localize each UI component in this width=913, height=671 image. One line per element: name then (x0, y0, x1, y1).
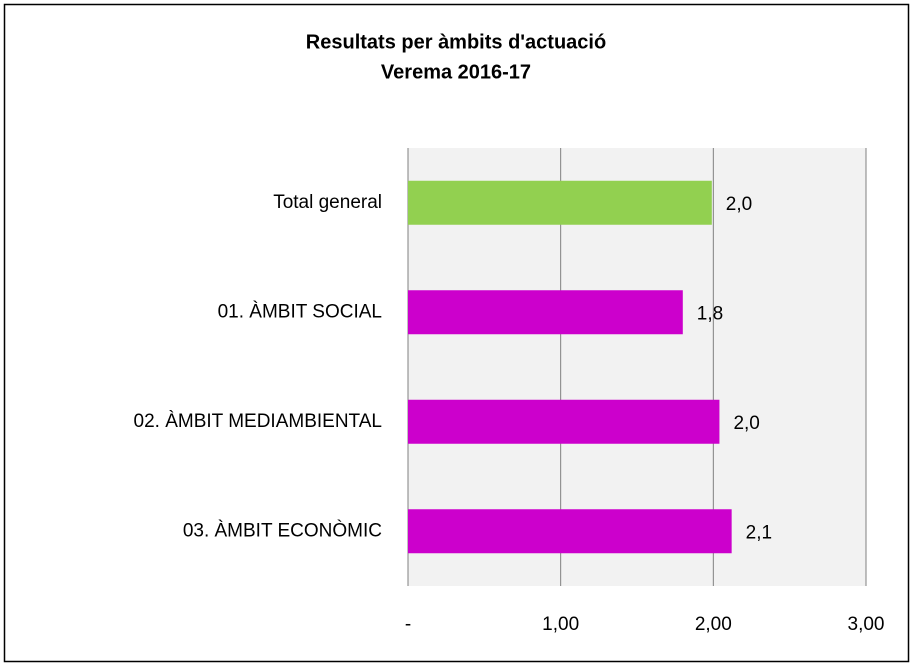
bar (408, 290, 683, 335)
y-tick-label: 01. ÀMBIT SOCIAL (218, 301, 382, 322)
bar (408, 180, 712, 225)
x-tick-label: 2,00 (695, 614, 732, 635)
x-tick-label: - (405, 614, 411, 635)
data-label: 2,0 (726, 194, 752, 215)
data-label: 1,8 (697, 303, 723, 324)
y-tick-label: Total general (273, 192, 382, 213)
y-tick-label: 02. ÀMBIT MEDIAMBIENTAL (134, 411, 382, 432)
data-label: 2,1 (746, 522, 772, 543)
data-label: 2,0 (733, 413, 759, 434)
bar (408, 509, 732, 554)
bar (408, 399, 720, 444)
chart-subtitle: Verema 2016-17 (381, 61, 531, 83)
chart-title: Resultats per àmbits d'actuació (306, 31, 606, 53)
x-tick-label: 3,00 (848, 614, 885, 635)
x-tick-label: 1,00 (542, 614, 579, 635)
y-tick-label: 03. ÀMBIT ECONÒMIC (183, 519, 382, 541)
